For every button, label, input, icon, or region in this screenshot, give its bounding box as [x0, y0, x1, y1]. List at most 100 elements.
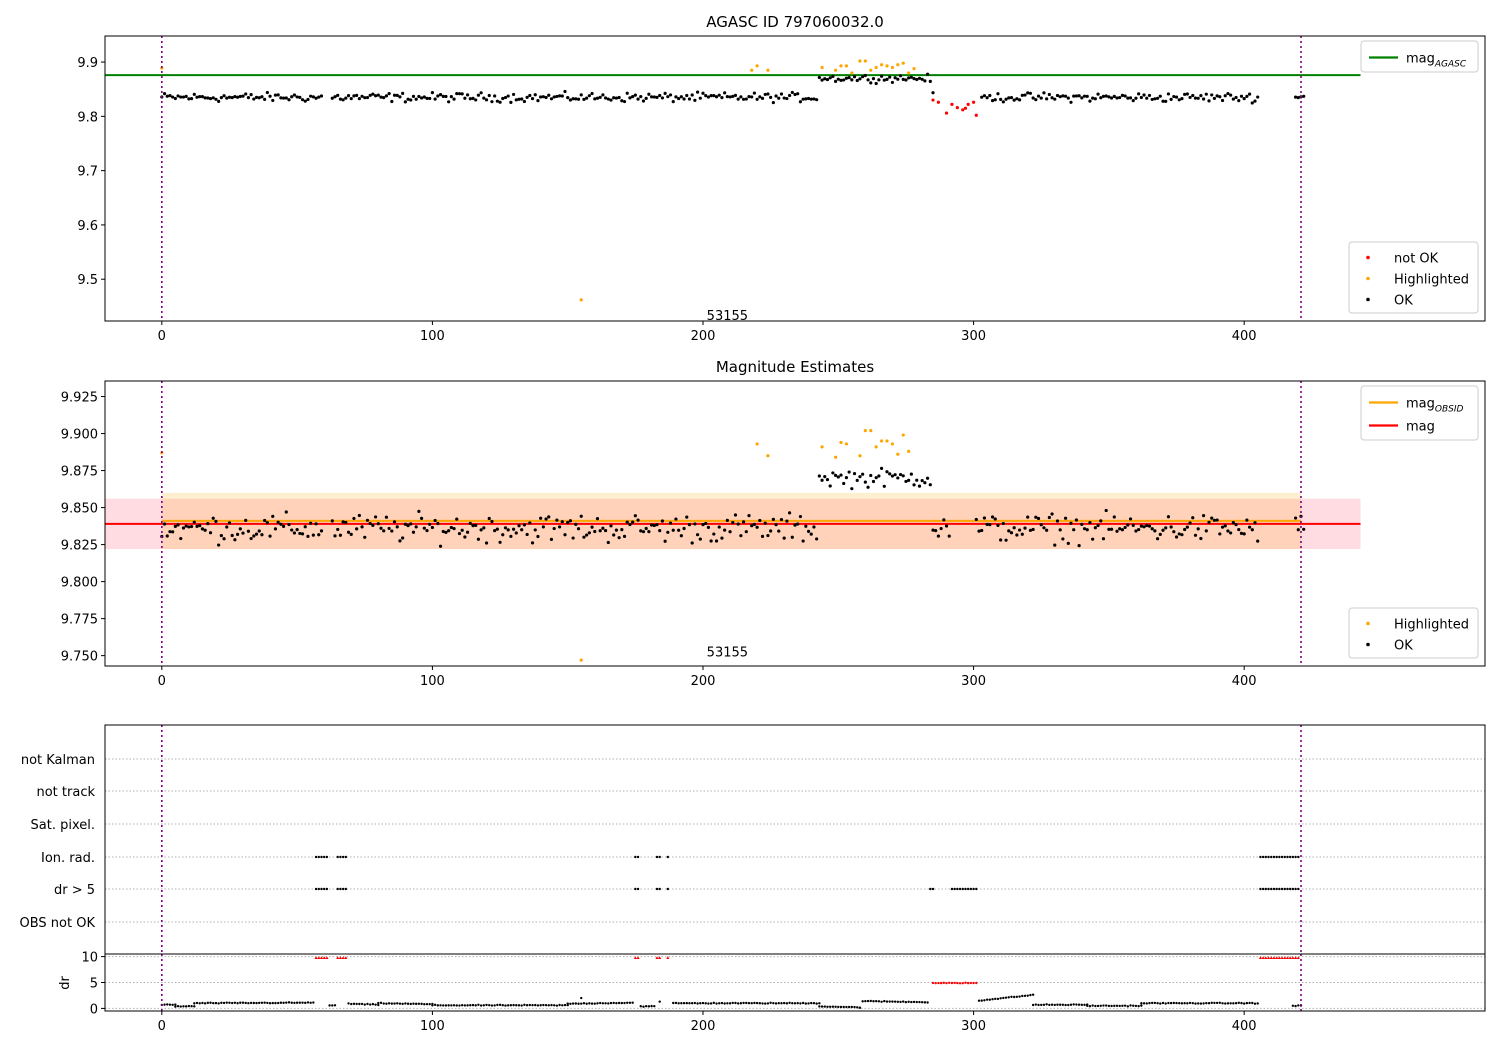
- dr-clipped-marker: [1293, 956, 1298, 960]
- dr-clipped-marker: [336, 956, 340, 960]
- ok-point: [449, 525, 453, 530]
- dr-point: [368, 1003, 372, 1006]
- ok-point: [1042, 526, 1046, 530]
- flag-point: [1267, 887, 1270, 891]
- ok-point: [812, 525, 816, 529]
- ok-point: [200, 527, 205, 531]
- ok-point: [1191, 516, 1195, 520]
- ok-point: [319, 529, 324, 533]
- ok-point: [341, 98, 345, 102]
- dr-point: [293, 1001, 296, 1005]
- highlighted-point: [820, 445, 824, 449]
- ok-point: [165, 94, 169, 98]
- ok-point: [1085, 94, 1089, 98]
- dr-point: [217, 1002, 220, 1005]
- dr-point: [726, 1002, 729, 1005]
- dr-point: [1121, 1004, 1124, 1008]
- dr-point: [1205, 1001, 1208, 1005]
- dr-point: [496, 1003, 499, 1007]
- dr-point: [920, 1000, 924, 1004]
- ok-point: [928, 79, 932, 83]
- ok-point: [988, 523, 992, 527]
- dr-point: [1291, 1004, 1295, 1007]
- dr-point: [423, 1003, 426, 1006]
- ok-point: [636, 97, 640, 101]
- ok-point: [690, 541, 694, 545]
- ok-point: [530, 541, 535, 545]
- dr-point: [1218, 1001, 1222, 1004]
- dr-point: [444, 1004, 448, 1007]
- dr-point: [631, 1001, 634, 1004]
- ok-point: [371, 92, 375, 96]
- ok-point: [549, 97, 554, 101]
- highlighted-point: [879, 439, 884, 443]
- dr-point: [1221, 1002, 1224, 1005]
- ok-point: [579, 514, 583, 518]
- dr-point: [228, 1001, 231, 1004]
- legend-label: OK: [1394, 294, 1413, 309]
- y-tick-label: 9.9: [77, 56, 98, 71]
- ok-point: [395, 93, 399, 97]
- ok-point: [620, 528, 624, 532]
- ok-point: [879, 466, 884, 470]
- ok-point: [436, 521, 440, 526]
- flag-point: [1286, 855, 1289, 859]
- flag-point: [336, 855, 339, 859]
- dr-point: [736, 1002, 740, 1005]
- dr-point: [212, 1001, 215, 1005]
- dr-point: [758, 1002, 762, 1005]
- ok-point: [1088, 99, 1092, 103]
- ok-point: [1045, 97, 1049, 101]
- dr-point: [350, 1002, 353, 1006]
- highlighted-point: [820, 65, 824, 70]
- ok-point: [198, 95, 202, 99]
- ok-point: [555, 518, 559, 522]
- ok-point: [1050, 512, 1054, 516]
- ok-point: [1193, 96, 1198, 100]
- ok-point: [1207, 520, 1211, 525]
- ok-point: [230, 533, 234, 538]
- ok-point: [222, 94, 226, 98]
- ok-point: [739, 95, 743, 99]
- flag-point: [1278, 887, 1281, 891]
- ok-point: [365, 95, 370, 100]
- ok-point: [1115, 529, 1119, 533]
- ok-point: [1031, 527, 1035, 532]
- ok-point: [1020, 93, 1024, 97]
- dr-point: [1215, 1001, 1219, 1005]
- ok-point: [433, 518, 437, 523]
- ok-point: [668, 521, 673, 525]
- dr-point: [642, 1005, 645, 1008]
- ok-point: [184, 524, 188, 528]
- ok-point: [925, 476, 930, 480]
- ok-point: [574, 522, 578, 527]
- dr-point: [780, 1002, 783, 1005]
- ok-point: [336, 527, 340, 532]
- ok-point: [520, 528, 524, 532]
- ok-point: [214, 519, 218, 523]
- ok-point: [398, 95, 402, 99]
- ok-point: [471, 96, 475, 100]
- ok-point: [355, 93, 359, 97]
- dr-point: [409, 1002, 412, 1006]
- ok-point: [471, 524, 475, 528]
- ok-point: [720, 95, 724, 100]
- ok-point: [1220, 525, 1225, 529]
- ok-point: [682, 526, 686, 531]
- flag-point: [1270, 887, 1273, 891]
- ok-point: [1204, 92, 1208, 96]
- ok-point: [974, 517, 978, 522]
- flag-row-label: dr > 5: [54, 883, 95, 898]
- dr-clipped-marker: [1266, 956, 1271, 960]
- ok-point: [1099, 96, 1103, 100]
- ok-point: [1028, 528, 1033, 532]
- flag-point: [320, 887, 323, 891]
- ok-point: [1302, 527, 1306, 531]
- ok-point: [582, 535, 586, 539]
- ok-point: [1093, 97, 1097, 101]
- ok-point: [836, 475, 840, 479]
- obsid-annotation: 53155: [707, 309, 748, 324]
- ok-point: [1039, 96, 1043, 100]
- dr-point: [845, 1005, 848, 1009]
- dr-plot: 0 100 200 300 400 0 5 10: [81, 951, 1486, 1034]
